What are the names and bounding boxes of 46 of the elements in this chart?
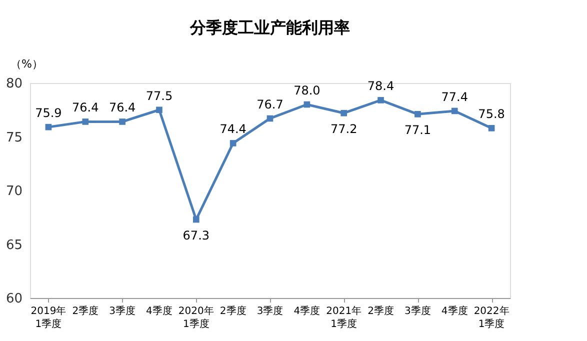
data-label: 74.4 bbox=[220, 122, 246, 136]
x-tick-label: 4季度 bbox=[146, 305, 172, 317]
x-tick-label: 2季度 bbox=[72, 305, 99, 317]
x-tick-label: 2022年 1季度 bbox=[474, 305, 510, 330]
point bbox=[82, 118, 89, 125]
data-label: 75.9 bbox=[35, 106, 62, 120]
data-label: 78.0 bbox=[294, 84, 320, 98]
data-label: 76.7 bbox=[256, 97, 284, 112]
point bbox=[488, 124, 495, 132]
x-tick-label: 3季度 bbox=[109, 305, 136, 317]
point bbox=[378, 97, 384, 104]
point bbox=[451, 108, 458, 114]
y-tick-label: 65 bbox=[6, 238, 22, 253]
point bbox=[304, 101, 310, 108]
data-label: 76.4 bbox=[72, 100, 99, 115]
x-tick-label: 3季度 bbox=[256, 305, 284, 317]
point bbox=[45, 124, 52, 130]
point bbox=[230, 140, 236, 146]
data-label: 77.1 bbox=[404, 123, 432, 138]
data-label: 76.4 bbox=[108, 100, 136, 115]
data-label: 78.4 bbox=[367, 79, 394, 94]
point bbox=[192, 216, 200, 223]
point bbox=[119, 118, 126, 125]
point bbox=[340, 110, 348, 116]
data-label: 75.8 bbox=[478, 107, 505, 122]
x-tick-label: 4季度 bbox=[441, 305, 468, 317]
data-label: 77.5 bbox=[146, 88, 173, 103]
x-tick-label: 4季度 bbox=[294, 305, 320, 317]
point bbox=[414, 111, 421, 118]
x-tick-label: 2020年 1季度 bbox=[178, 305, 214, 330]
y-tick-label: 80 bbox=[6, 76, 22, 92]
x-tick-label: 2019年 1季度 bbox=[30, 305, 66, 330]
y-tick-label: 75 bbox=[6, 130, 22, 146]
data-label: 77.2 bbox=[330, 122, 358, 136]
point bbox=[266, 115, 274, 122]
x-tick-label: 2季度 bbox=[220, 305, 246, 317]
y-tick-label: 60 bbox=[6, 292, 22, 306]
y-tick-label: 70 bbox=[6, 184, 22, 199]
data-label: 77.4 bbox=[441, 90, 468, 104]
x-tick-label: 2021年 1季度 bbox=[326, 305, 362, 330]
data-label: 67.3 bbox=[182, 228, 210, 243]
x-tick-label: 2季度 bbox=[368, 305, 394, 317]
x-tick-label: 3季度 bbox=[404, 305, 431, 317]
y-axis-title: （%） bbox=[10, 58, 43, 70]
chart-title: 分季度工业产能利用率 bbox=[189, 18, 350, 37]
point bbox=[156, 106, 162, 114]
